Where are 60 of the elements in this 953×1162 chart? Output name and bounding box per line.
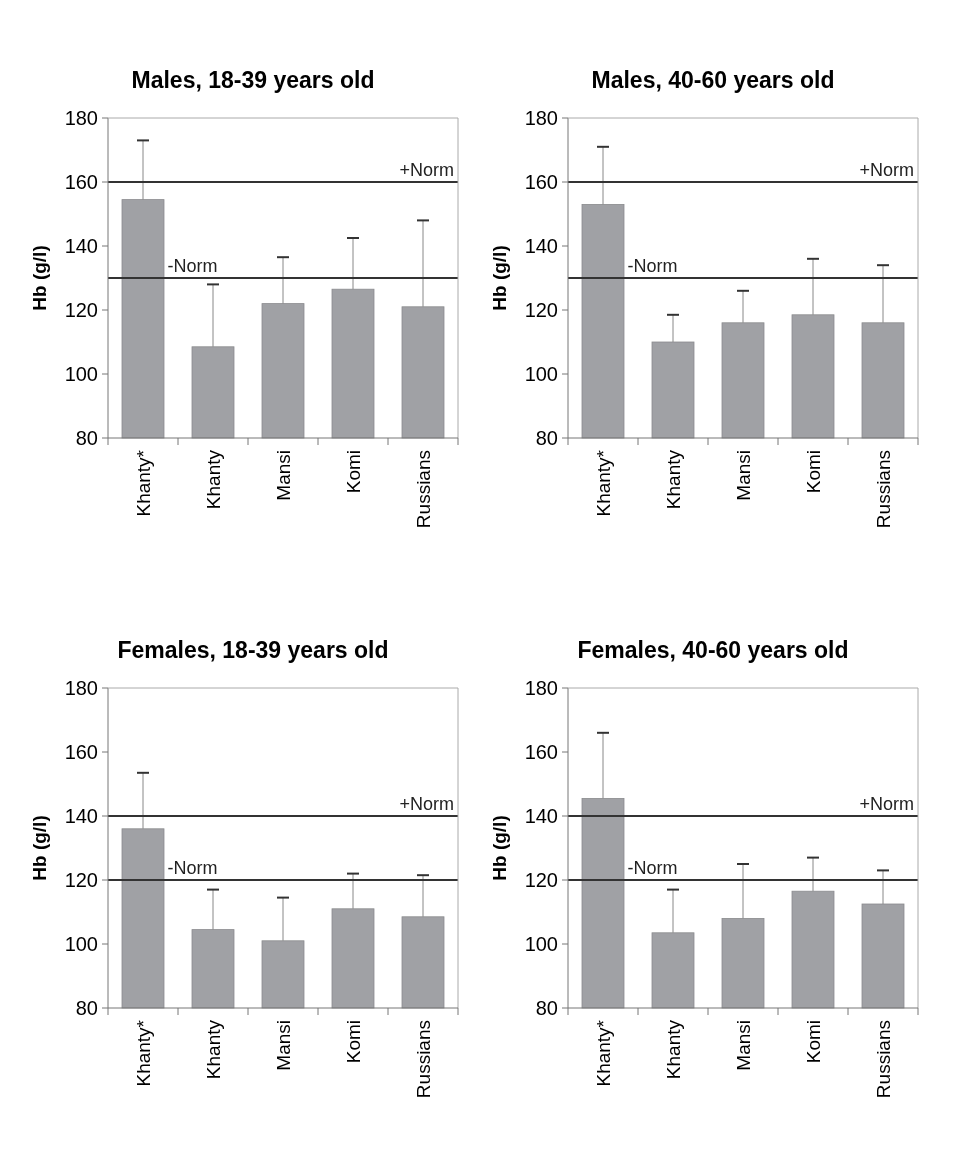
chart-title: Males, 18-39 years old: [131, 67, 375, 93]
chart-title: Males, 40-60 years old: [591, 67, 835, 93]
y-tick-label: 180: [64, 107, 98, 129]
ref-line-label: +Norm: [859, 160, 914, 180]
x-tick-label: Khanty: [202, 1019, 224, 1080]
y-tick-label: 160: [64, 171, 98, 193]
y-tick-label: 80: [75, 427, 98, 449]
x-tick-label: Mansi: [272, 450, 294, 501]
x-tick-label: Khanty: [662, 1019, 684, 1080]
ref-line-label: -Norm: [627, 858, 678, 878]
ref-line-label: +Norm: [399, 794, 454, 814]
y-tick-label: 100: [64, 933, 98, 955]
x-tick-label: Russians: [872, 1020, 894, 1099]
y-tick-label: 120: [64, 869, 98, 891]
y-axis-title: Hb (g/l): [489, 245, 510, 311]
x-tick-label: Russians: [412, 450, 434, 529]
y-axis-title: Hb (g/l): [29, 815, 50, 881]
x-tick-label: Khanty*: [592, 1019, 614, 1087]
y-tick-label: 100: [64, 363, 98, 385]
y-tick-label: 180: [524, 677, 558, 699]
x-tick-label: Russians: [872, 450, 894, 529]
x-tick-label: Mansi: [732, 1020, 754, 1071]
y-tick-label: 160: [524, 741, 558, 763]
x-tick-label: Khanty*: [132, 449, 154, 517]
y-tick-label: 120: [64, 299, 98, 321]
x-tick-label: Russians: [412, 1020, 434, 1099]
y-axis-title: Hb (g/l): [489, 815, 510, 881]
y-axis-title: Hb (g/l): [29, 245, 50, 311]
y-tick-label: 180: [64, 677, 98, 699]
x-tick-label: Komi: [802, 450, 824, 494]
chart-title: Females, 18-39 years old: [117, 637, 389, 663]
ref-line-label: -Norm: [167, 858, 218, 878]
y-tick-label: 180: [524, 107, 558, 129]
y-tick-label: 120: [524, 299, 558, 321]
y-tick-label: 140: [524, 805, 558, 827]
y-tick-label: 140: [524, 235, 558, 257]
y-tick-label: 160: [64, 741, 98, 763]
ref-line-label: -Norm: [627, 256, 678, 276]
ref-line-label: +Norm: [859, 794, 914, 814]
y-tick-label: 100: [524, 363, 558, 385]
y-tick-label: 100: [524, 933, 558, 955]
y-tick-label: 80: [535, 427, 558, 449]
y-tick-label: 140: [64, 805, 98, 827]
x-tick-label: Khanty: [662, 449, 684, 510]
y-tick-label: 80: [535, 997, 558, 1019]
x-tick-label: Komi: [342, 1020, 364, 1064]
y-tick-label: 80: [75, 997, 98, 1019]
chart-title: Females, 40-60 years old: [577, 637, 849, 663]
y-tick-label: 140: [64, 235, 98, 257]
x-tick-label: Khanty*: [132, 1019, 154, 1087]
x-tick-label: Komi: [802, 1020, 824, 1064]
x-tick-label: Khanty: [202, 449, 224, 510]
y-tick-label: 160: [524, 171, 558, 193]
x-tick-label: Mansi: [732, 450, 754, 501]
x-tick-label: Komi: [342, 450, 364, 494]
x-tick-label: Khanty*: [592, 449, 614, 517]
ref-line-label: +Norm: [399, 160, 454, 180]
ref-line-label: -Norm: [167, 256, 218, 276]
x-tick-label: Mansi: [272, 1020, 294, 1071]
y-tick-label: 120: [524, 869, 558, 891]
